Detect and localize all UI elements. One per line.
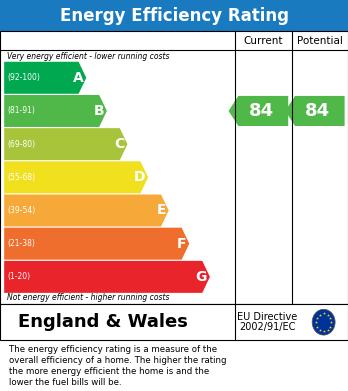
Bar: [0, 0, 348, 31]
Polygon shape: [4, 62, 86, 94]
Text: B: B: [94, 104, 104, 118]
Text: Potential: Potential: [297, 36, 343, 46]
Polygon shape: [4, 194, 169, 226]
Polygon shape: [285, 96, 345, 126]
Text: F: F: [177, 237, 187, 251]
Text: 2002/91/EC: 2002/91/EC: [239, 322, 295, 332]
Text: A: A: [73, 71, 84, 85]
Text: EU Directive: EU Directive: [237, 312, 297, 323]
Text: E: E: [156, 203, 166, 217]
Text: D: D: [134, 170, 145, 184]
Text: C: C: [114, 137, 125, 151]
Text: Not energy efficient - higher running costs: Not energy efficient - higher running co…: [7, 293, 169, 302]
Text: overall efficiency of a home. The higher the rating: overall efficiency of a home. The higher…: [9, 356, 226, 365]
Text: Energy Efficiency Rating: Energy Efficiency Rating: [60, 7, 288, 25]
Text: (39-54): (39-54): [7, 206, 35, 215]
Text: 84: 84: [249, 102, 274, 120]
Circle shape: [312, 309, 335, 335]
Text: (92-100): (92-100): [7, 73, 40, 82]
Text: (81-91): (81-91): [7, 106, 35, 115]
Polygon shape: [4, 228, 189, 260]
Bar: [0, 31, 348, 304]
Text: 84: 84: [305, 102, 330, 120]
Text: (69-80): (69-80): [7, 140, 35, 149]
Text: The energy efficiency rating is a measure of the: The energy efficiency rating is a measur…: [9, 345, 217, 354]
Text: England & Wales: England & Wales: [18, 313, 188, 331]
Text: Very energy efficient - lower running costs: Very energy efficient - lower running co…: [7, 52, 169, 61]
Polygon shape: [4, 95, 107, 127]
Text: lower the fuel bills will be.: lower the fuel bills will be.: [9, 378, 121, 387]
Text: (1-20): (1-20): [7, 273, 30, 282]
Text: (21-38): (21-38): [7, 239, 35, 248]
Polygon shape: [4, 128, 127, 160]
Polygon shape: [4, 161, 148, 193]
Polygon shape: [4, 261, 210, 293]
Text: Current: Current: [244, 36, 283, 46]
Text: G: G: [196, 270, 207, 284]
Text: the more energy efficient the home is and the: the more energy efficient the home is an…: [9, 367, 209, 376]
Polygon shape: [229, 96, 288, 126]
Text: (55-68): (55-68): [7, 173, 35, 182]
Bar: [0, 304, 348, 340]
